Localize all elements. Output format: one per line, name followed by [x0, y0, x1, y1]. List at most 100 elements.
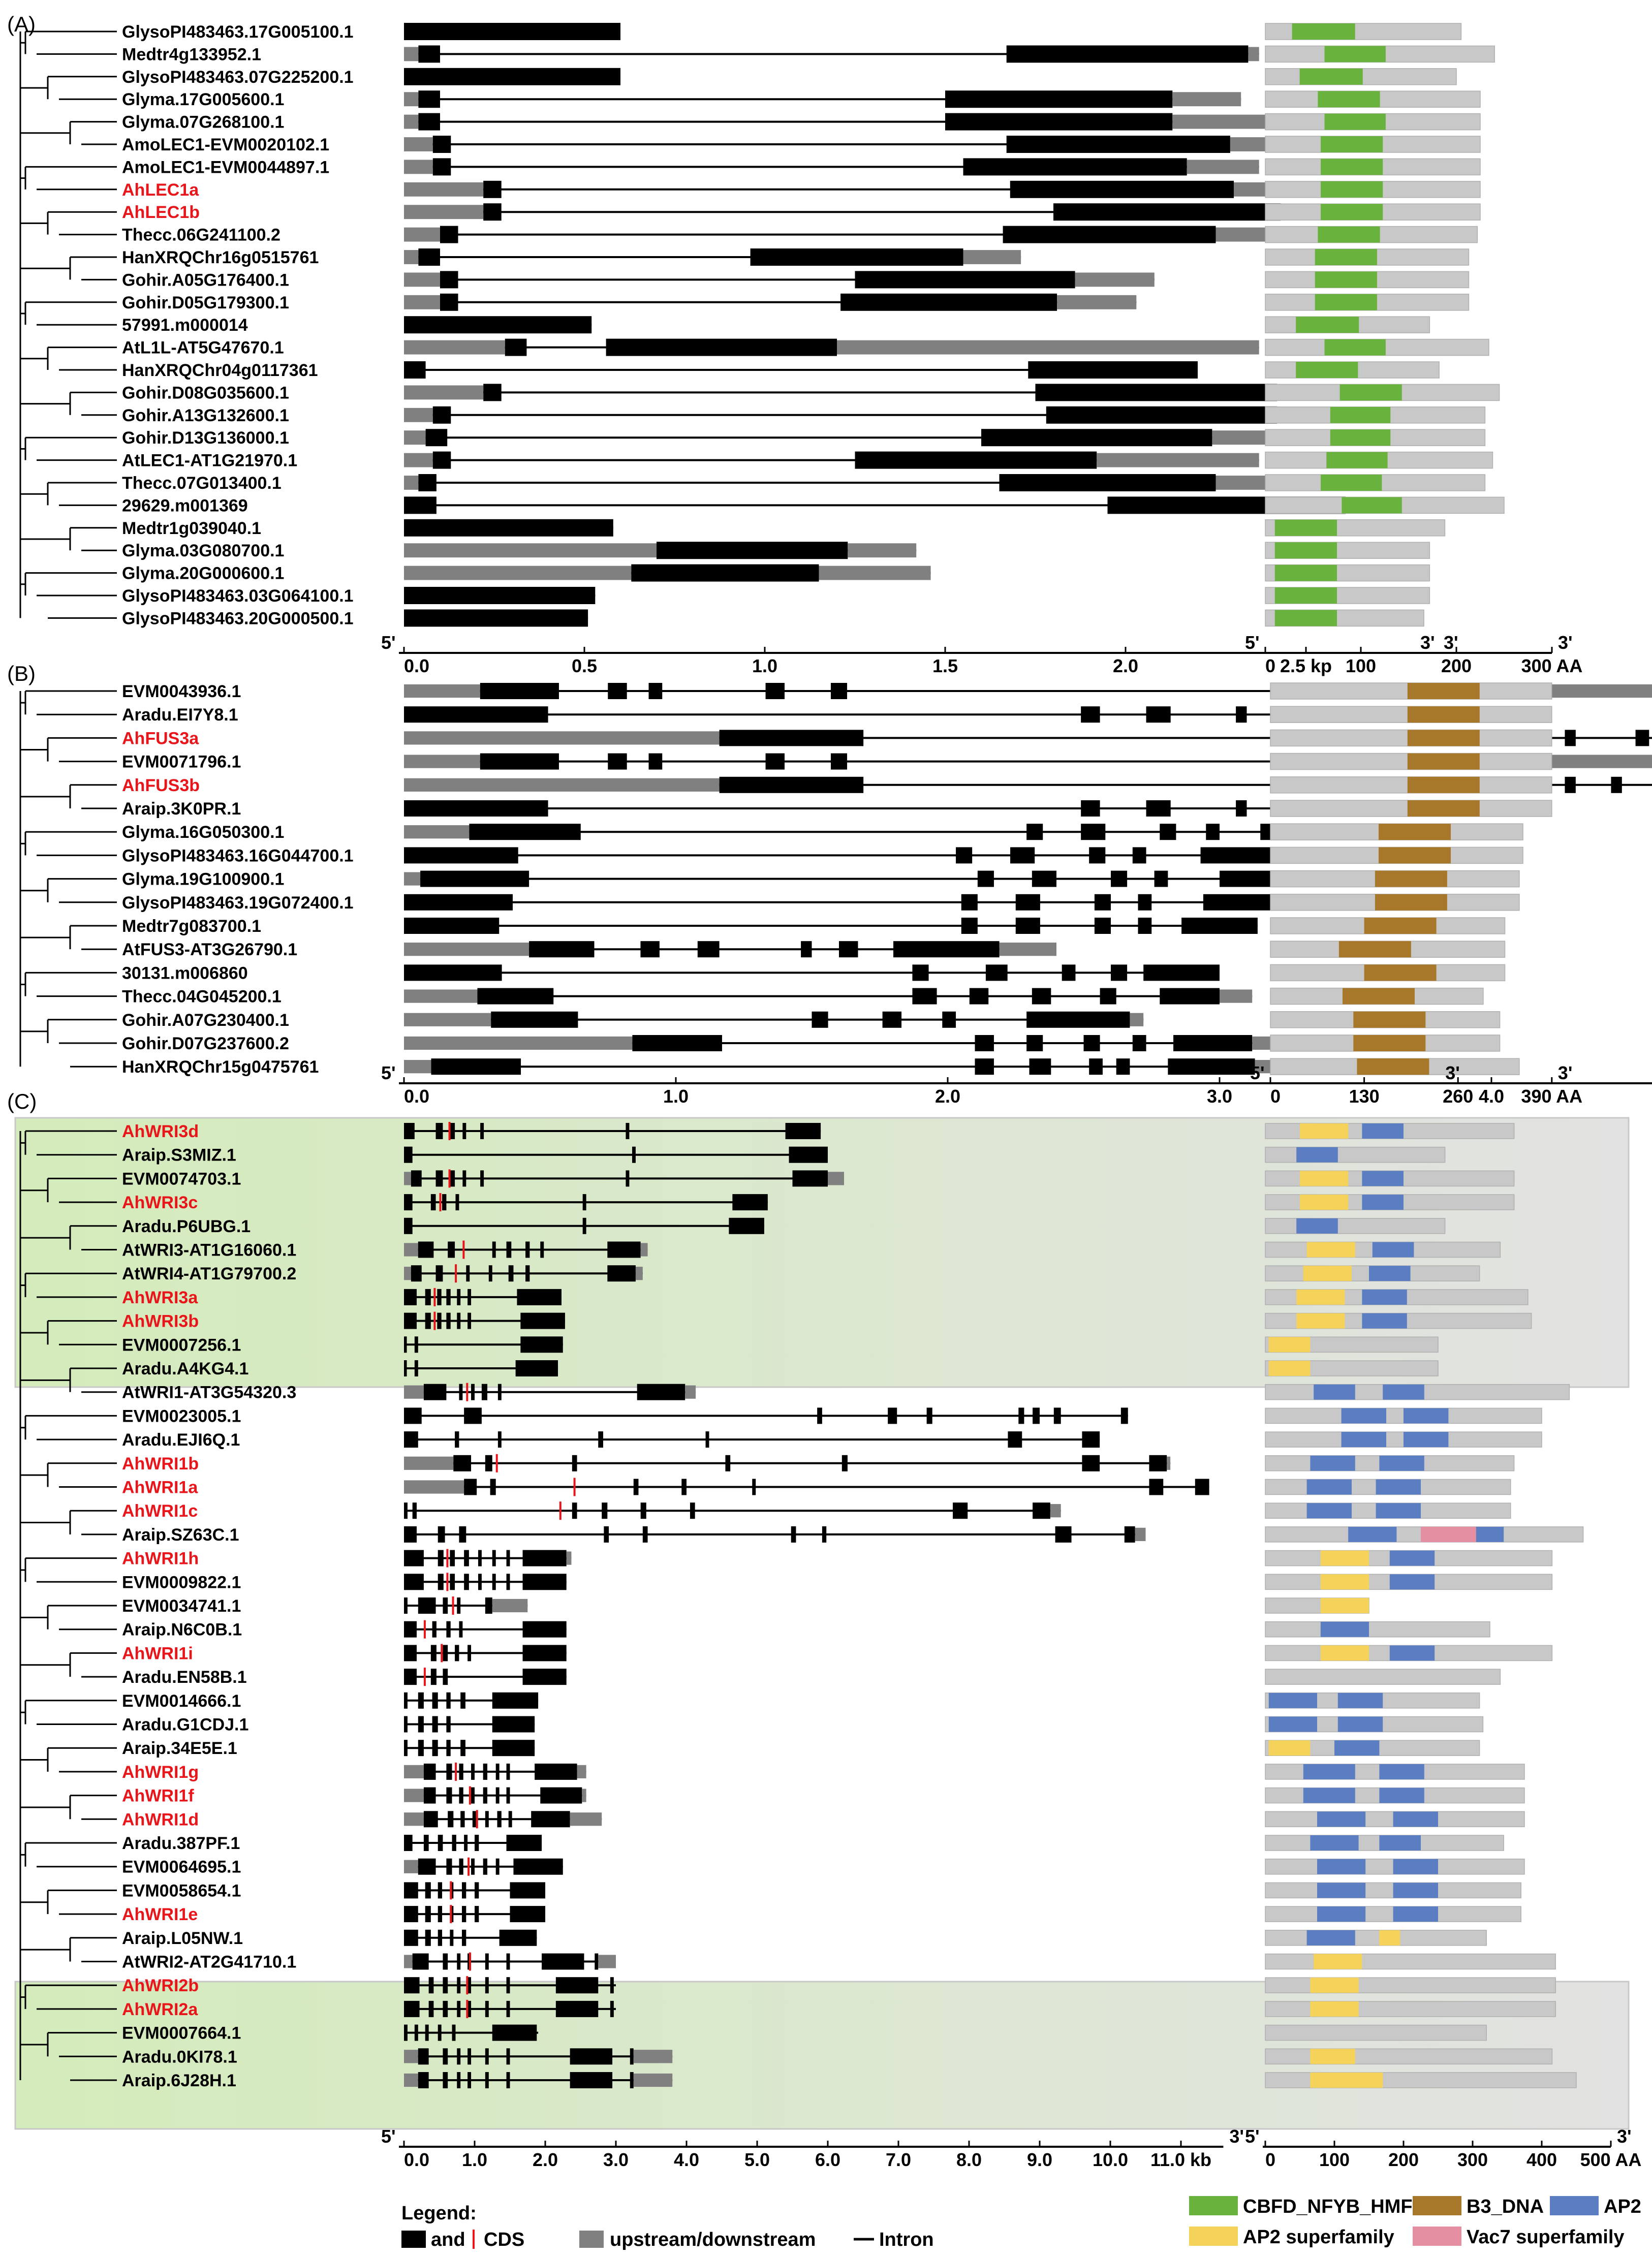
cds-segment	[443, 1977, 448, 1994]
cds-segment	[999, 474, 1216, 491]
gene-label: EVM0043936.1	[122, 682, 241, 701]
gene-row: AhWRI3c	[122, 1193, 1515, 1212]
cds-segment	[640, 1502, 646, 1519]
cds-segment	[430, 1669, 437, 1685]
gene-axis-a: 5' 3' 0.0 0.5 1.0 1.5 2.0 2.5 kp	[381, 632, 1435, 676]
gene-label: AhFUS3b	[122, 776, 200, 795]
gene-label: AmoLEC1-EVM0044897.1	[122, 158, 329, 177]
gene-row: AtWRI4-AT1G79700.2	[122, 1264, 1480, 1283]
cds-segment	[471, 1858, 475, 1875]
cds-segment	[440, 226, 458, 243]
cds-segment	[855, 271, 1075, 289]
gene-row: Aradu.EI7Y8.1	[122, 705, 1552, 725]
gene-row: HanXRQChr15g0475761	[122, 1057, 1520, 1077]
utr-segment	[570, 1812, 602, 1826]
cds-segment	[418, 248, 440, 266]
gene-label: Araip.6J28H.1	[122, 2071, 236, 2090]
gene-axis-3prime: 3'	[1229, 2126, 1244, 2147]
gene-axis-tick-label: 10.0	[1093, 2149, 1128, 2170]
cds-segment	[953, 1502, 968, 1519]
cds-segment	[480, 1170, 484, 1187]
gene-row: AhWRI2b	[122, 1976, 1556, 1995]
gene-axis-tick-label: 1.0	[462, 2149, 487, 2170]
cds-segment	[425, 2024, 429, 2041]
cds-segment	[492, 1692, 539, 1709]
protein-domain-blue	[1303, 1788, 1355, 1803]
gene-row: Medtr4g133952.1	[122, 45, 1495, 64]
cds-segment	[483, 1858, 488, 1875]
protein-domain-brown	[1407, 776, 1480, 793]
protein-domain-blue	[1348, 1526, 1397, 1542]
cds-segment	[457, 1953, 461, 1970]
gene-axis-tick-label: 2.0	[533, 2149, 558, 2170]
protein-axis-tick-label: 130	[1349, 1086, 1380, 1107]
cds-segment	[437, 1289, 442, 1305]
cds-segment	[446, 1692, 451, 1709]
legend-cds-swatch	[401, 2231, 426, 2248]
gene-label: 57991.m000014	[122, 316, 248, 335]
cds-segment	[418, 1597, 436, 1614]
protein-domain-yellow	[1310, 2073, 1383, 2088]
cds-segment	[572, 1455, 577, 1471]
cds-marker	[448, 1169, 451, 1188]
cds-segment	[423, 1835, 429, 1851]
cds-segment	[411, 1170, 422, 1187]
cds-segment	[418, 113, 440, 131]
protein-domain-green	[1339, 384, 1402, 401]
cds-segment	[531, 1811, 570, 1828]
protein-bar	[1265, 1669, 1501, 1685]
cds-segment	[467, 2000, 472, 2017]
protein-domain-green	[1342, 497, 1402, 514]
protein-axis-3prime: 3'	[1558, 632, 1573, 653]
gene-label: Thecc.06G241100.2	[122, 226, 280, 245]
cds-segment	[520, 1336, 563, 1353]
cds-segment	[1082, 1431, 1100, 1448]
cds-segment	[457, 2000, 461, 2017]
protein-domain-yellow	[1314, 1954, 1362, 1969]
cds-segment	[529, 941, 595, 958]
cds-segment	[1094, 918, 1111, 934]
cds-segment	[440, 293, 458, 311]
gene-label: AtWRI3-AT1G16060.1	[122, 1241, 296, 1260]
cds-segment	[1026, 1011, 1130, 1028]
cds-segment	[1138, 894, 1152, 911]
protein-domain-brown	[1407, 730, 1480, 746]
gene-row: GlysoPI483463.16G044700.1	[122, 846, 1523, 865]
protein-domain-green	[1324, 46, 1386, 62]
cds-segment	[425, 1289, 431, 1305]
cds-segment	[719, 730, 864, 746]
phylogenetic-tree-c	[19, 1130, 117, 2081]
gene-row: Glyma.16G050300.1	[122, 823, 1523, 842]
cds-segment	[432, 451, 451, 469]
gene-label: Gohir.A07G230400.1	[122, 1011, 289, 1030]
cds-segment	[495, 1787, 500, 1804]
cds-segment	[830, 753, 848, 770]
gene-label: Aradu.0KI78.1	[122, 2047, 237, 2066]
cds-segment	[1149, 1479, 1164, 1495]
gene-row: Medtr1g039040.1	[122, 519, 1446, 538]
gene-row: Medtr7g083700.1	[122, 917, 1506, 936]
cds-segment	[882, 1011, 902, 1028]
protein-domain-green	[1326, 452, 1388, 468]
cds-marker	[452, 1596, 454, 1615]
cds-segment	[404, 1526, 417, 1543]
gene-label: Aradu.EJI6Q.1	[122, 1430, 240, 1450]
gene-row: Thecc.04G045200.1	[122, 987, 1484, 1007]
protein-domain-yellow	[1268, 1337, 1311, 1353]
protein-domain-blue	[1379, 1835, 1421, 1851]
gene-label: Medtr7g083700.1	[122, 917, 261, 936]
cds-segment	[404, 1597, 408, 1614]
cds-segment	[404, 587, 596, 604]
protein-domain-brown	[1375, 894, 1447, 911]
cds-segment	[750, 248, 963, 266]
cds-segment	[438, 1835, 443, 1851]
gene-row: AtWRI1-AT3G54320.3	[122, 1383, 1570, 1402]
cds-segment	[1053, 203, 1281, 221]
cds-segment	[437, 1312, 442, 1329]
cds-segment	[961, 918, 978, 934]
cds-segment	[450, 1929, 454, 1946]
legend-domain-swatch-yellow	[1189, 2227, 1238, 2246]
utr-segment	[598, 1955, 616, 1968]
protein-domain-yellow	[1300, 1195, 1349, 1210]
protein-domain-blue	[1306, 1503, 1352, 1519]
